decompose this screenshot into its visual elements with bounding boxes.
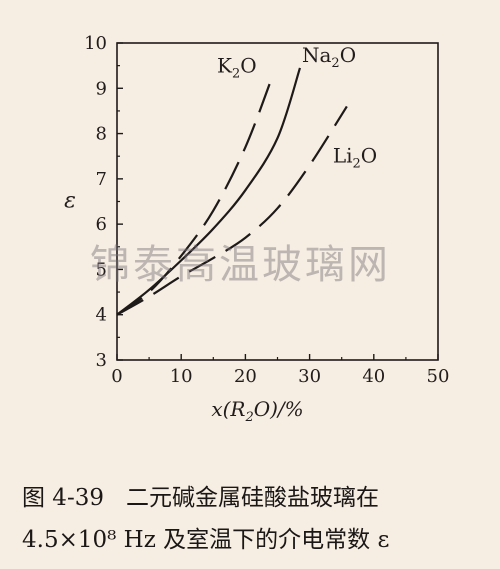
series-line-k2o	[116, 74, 275, 316]
plot-frame	[116, 42, 439, 361]
series-line-li2o	[116, 105, 348, 316]
series-label-li2o: Li2O	[333, 143, 377, 171]
y-tick-label: 10	[84, 33, 107, 54]
x-tick-label: 30	[298, 366, 321, 387]
caption-text-1: 二元碱金属硅酸盐玻璃在	[125, 485, 379, 511]
y-tick-label: 8	[96, 124, 107, 145]
x-axis-title: x(R2O)/%	[211, 397, 303, 425]
y-tick-label: 7	[96, 169, 107, 190]
y-tick-label: 5	[96, 259, 107, 280]
y-tick-label: 9	[96, 78, 107, 99]
x-tick-label: 50	[427, 366, 450, 387]
dielectric-constant-chart: 0 10 20 30 40 50 3 4 5 6 7 8 9 10 x(R2O)/% ε K2O Na2O Li2O	[64, 33, 450, 425]
y-tick-label: 3	[96, 350, 107, 371]
series-label-k2o: K2O	[217, 54, 257, 82]
x-tick-label: 20	[234, 366, 257, 387]
y-tick-label: 4	[96, 305, 107, 326]
x-tick-label: 0	[111, 366, 122, 387]
series-line-na2o	[116, 67, 302, 316]
x-tick-label: 10	[170, 366, 193, 387]
figure-number: 图 4-39	[22, 485, 104, 511]
caption-text-2: 4.5×10⁸ Hz 及室温下的介电常数 ε	[22, 527, 390, 553]
x-tick-label: 40	[362, 366, 385, 387]
y-tick-label: 6	[96, 214, 107, 235]
y-axis-title: ε	[64, 189, 76, 214]
figure-caption-line-2: 4.5×10⁸ Hz 及室温下的介电常数 ε	[22, 520, 492, 554]
figure-caption-line-1: 图 4-39 二元碱金属硅酸盐玻璃在	[22, 478, 492, 512]
series-label-na2o: Na2O	[302, 43, 356, 71]
